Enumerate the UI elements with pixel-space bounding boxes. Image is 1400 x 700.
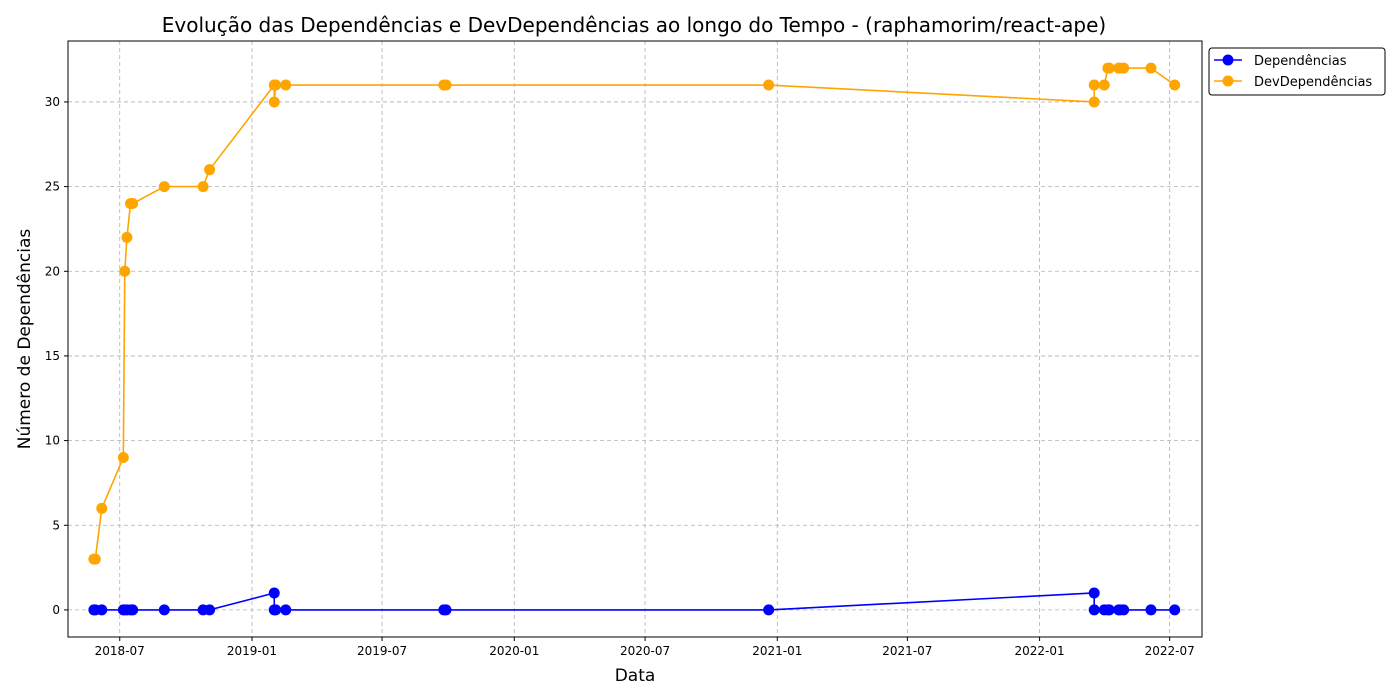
data-point (1118, 62, 1130, 74)
data-point (280, 79, 292, 91)
y-tick-label: 30 (45, 95, 60, 109)
data-point (440, 79, 452, 91)
data-point (121, 231, 133, 243)
legend-swatch-marker (1222, 54, 1234, 66)
data-point (270, 604, 282, 616)
data-point (270, 79, 282, 91)
legend-entry: DevDependências (1214, 75, 1372, 90)
legend-entry: Dependências (1214, 54, 1347, 69)
data-point (440, 604, 452, 616)
data-point (96, 604, 108, 616)
data-point (1118, 604, 1130, 616)
data-point (280, 604, 292, 616)
data-point (1103, 604, 1115, 616)
data-point (763, 79, 775, 91)
x-tick-label: 2019-07 (357, 644, 407, 658)
data-point (127, 198, 139, 210)
series-1 (88, 587, 1181, 616)
data-point (1088, 604, 1100, 616)
data-point (1145, 604, 1157, 616)
data-point (1169, 79, 1181, 91)
y-tick-label: 25 (45, 180, 60, 194)
x-tick-label: 2022-01 (1015, 644, 1065, 658)
y-axis-label: Número de Dependências (15, 229, 35, 450)
y-axis: 0 5 10 15 20 25 30 (45, 95, 68, 617)
series-layer (88, 62, 1181, 616)
legend-box (1208, 47, 1386, 96)
legend: Dependências DevDependências (1208, 47, 1386, 96)
data-point (158, 181, 170, 193)
x-axis: 2018-07 2019-01 2019-07 2020-01 2020-07 2021-… (95, 637, 1195, 658)
x-tick-label: 2020-07 (620, 644, 670, 658)
y-tick-label: 20 (45, 264, 60, 278)
y-tick-label: 0 (52, 603, 60, 617)
series-2 (88, 62, 1181, 565)
data-point (1088, 587, 1100, 599)
data-point (96, 502, 108, 514)
data-point (158, 604, 170, 616)
data-point (1088, 79, 1100, 91)
data-point (117, 452, 129, 464)
data-point (1103, 62, 1115, 74)
y-tick-label: 15 (45, 349, 60, 363)
chart-title: Evolução das Dependências e DevDependênc… (162, 13, 1106, 37)
x-tick-label: 2022-07 (1145, 644, 1195, 658)
x-tick-label: 2021-07 (882, 644, 932, 658)
legend-label: Dependências (1254, 54, 1347, 69)
y-tick-label: 5 (52, 518, 60, 532)
data-point (119, 265, 131, 277)
data-point (89, 553, 101, 565)
x-axis-label: Data (615, 666, 656, 686)
data-point (268, 96, 280, 108)
data-point (204, 604, 216, 616)
data-point (1088, 96, 1100, 108)
data-point (1169, 604, 1181, 616)
plot-frame (67, 40, 1203, 638)
y-tick-label: 10 (45, 434, 60, 448)
data-point (204, 164, 216, 176)
data-point (1098, 79, 1110, 91)
legend-label: DevDependências (1254, 75, 1372, 90)
data-point (1145, 62, 1157, 74)
data-point (763, 604, 775, 616)
x-tick-label: 2018-07 (95, 644, 145, 658)
x-tick-label: 2021-01 (752, 644, 802, 658)
data-point (197, 181, 209, 193)
x-tick-label: 2019-01 (227, 644, 277, 658)
legend-swatch-marker (1222, 75, 1234, 87)
grid-lines (68, 41, 1202, 637)
x-tick-label: 2020-01 (489, 644, 539, 658)
data-point (268, 587, 280, 599)
data-point (127, 604, 139, 616)
